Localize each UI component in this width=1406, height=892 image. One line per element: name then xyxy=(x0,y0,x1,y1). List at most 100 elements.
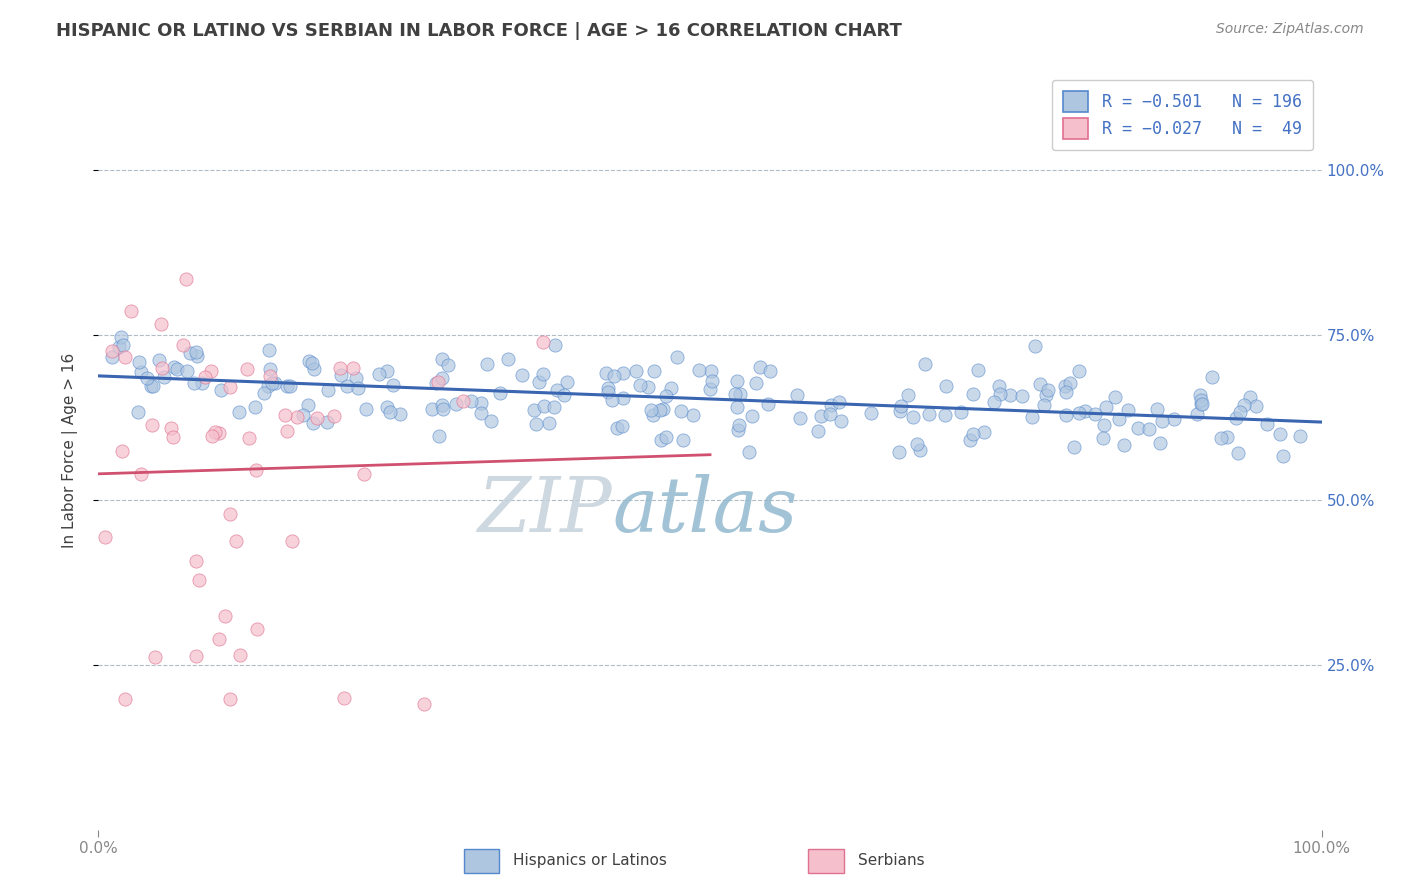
Point xyxy=(756,396,779,410)
Point xyxy=(174,271,197,285)
Point xyxy=(1189,397,1212,411)
Point xyxy=(246,622,269,636)
Text: Source: ZipAtlas.com: Source: ZipAtlas.com xyxy=(1216,22,1364,37)
Point xyxy=(612,366,634,380)
Point xyxy=(905,437,928,451)
Point xyxy=(935,379,957,393)
Point xyxy=(342,361,364,376)
Point xyxy=(291,409,314,423)
Point xyxy=(163,359,186,374)
Point xyxy=(699,382,721,396)
Point xyxy=(347,381,370,395)
Point xyxy=(682,408,704,422)
Point xyxy=(148,353,170,368)
Point xyxy=(1189,388,1212,402)
Point xyxy=(323,409,346,423)
Point xyxy=(208,632,231,646)
Point xyxy=(281,533,304,548)
Point xyxy=(101,350,124,364)
Point xyxy=(143,650,166,665)
Point xyxy=(1244,399,1267,413)
Point xyxy=(807,424,830,438)
Point xyxy=(375,401,398,415)
Point xyxy=(702,374,724,388)
Point xyxy=(298,353,321,368)
Point xyxy=(422,401,444,416)
Point xyxy=(186,349,208,363)
Point xyxy=(451,393,474,408)
Point xyxy=(1038,383,1060,397)
Point xyxy=(546,383,568,397)
Point xyxy=(555,375,578,389)
Point xyxy=(1024,338,1046,352)
Point xyxy=(336,379,359,393)
Point xyxy=(727,375,749,389)
Point xyxy=(918,407,941,421)
Point xyxy=(531,367,554,381)
Point xyxy=(425,376,447,390)
Point xyxy=(725,401,748,415)
Point xyxy=(191,376,214,391)
Point xyxy=(728,386,751,401)
Point xyxy=(353,467,375,481)
Point xyxy=(1028,377,1050,392)
Point xyxy=(263,376,285,390)
Point xyxy=(700,364,723,378)
Point xyxy=(669,403,692,417)
Point xyxy=(256,379,278,393)
Point xyxy=(209,383,232,397)
Point xyxy=(1256,417,1278,432)
Point xyxy=(330,368,353,383)
Point xyxy=(437,358,460,372)
Point xyxy=(412,698,434,712)
Point xyxy=(962,387,984,401)
Point xyxy=(610,418,633,433)
Point xyxy=(1229,405,1251,419)
Point xyxy=(160,421,183,435)
Point xyxy=(297,397,319,411)
Point xyxy=(512,368,534,382)
Point xyxy=(120,304,142,318)
Point xyxy=(988,387,1011,401)
Point xyxy=(218,380,240,394)
Point xyxy=(889,404,911,418)
Point xyxy=(260,376,283,390)
Point xyxy=(998,388,1021,402)
Point xyxy=(1032,398,1054,412)
Point xyxy=(553,388,575,402)
Y-axis label: In Labor Force | Age > 16: In Labor Force | Age > 16 xyxy=(62,353,77,548)
Point xyxy=(887,445,910,459)
Point xyxy=(1092,431,1115,445)
Point xyxy=(527,375,550,389)
Point xyxy=(201,429,224,443)
Point xyxy=(523,403,546,417)
Point xyxy=(1067,364,1090,378)
Point xyxy=(444,397,467,411)
Point xyxy=(661,381,683,395)
Point xyxy=(1289,429,1312,443)
Point xyxy=(538,417,561,431)
Point xyxy=(427,375,450,389)
Point xyxy=(274,408,297,422)
Point xyxy=(1095,400,1118,414)
Point xyxy=(724,387,747,401)
Point xyxy=(820,398,842,412)
Point xyxy=(139,379,162,393)
Point xyxy=(111,444,134,458)
Point xyxy=(650,433,672,447)
Point xyxy=(218,692,240,706)
Point xyxy=(276,378,298,392)
Point xyxy=(830,414,852,428)
Point xyxy=(962,426,984,441)
Point xyxy=(988,379,1011,393)
Point xyxy=(142,379,165,393)
Point xyxy=(624,363,647,377)
Point xyxy=(1201,370,1223,384)
Point xyxy=(959,434,981,448)
Point xyxy=(432,401,454,416)
Point xyxy=(828,395,851,409)
Point xyxy=(860,406,883,420)
Point xyxy=(219,507,242,521)
Point xyxy=(253,385,276,400)
Point xyxy=(641,408,664,422)
